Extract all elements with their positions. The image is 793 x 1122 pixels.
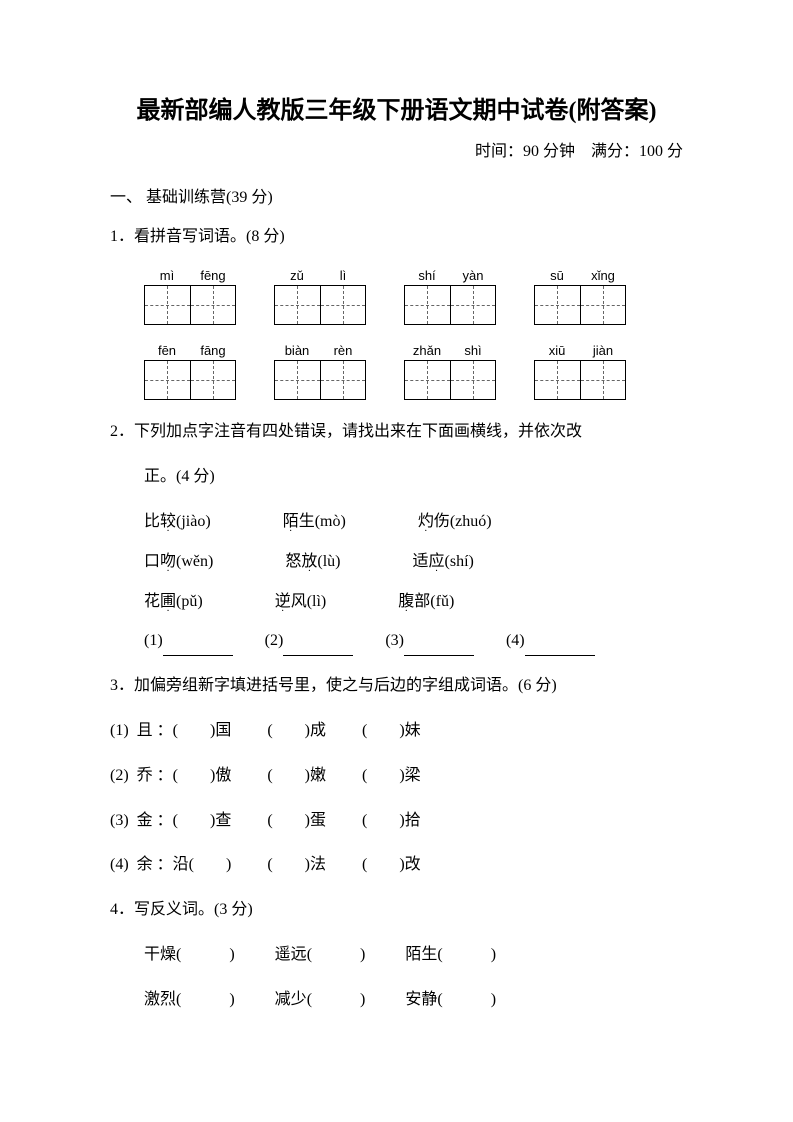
tianzi-pair [404,285,496,325]
q2-blank-3: (3) [385,632,474,649]
q4-row-1: 干燥( ) 遥远( ) 陌生( ) [110,941,683,970]
q2-word-group: 适应·(shí) [412,547,473,571]
q2-prompt-line2: 正。(4 分) [110,463,683,492]
q2-prompt-line1: 2．下列加点字注音有四处错误，请找出来在下面画横线，并依次改 [110,418,683,447]
q4-row-2: 激烈( ) 减少( ) 安静( ) [110,986,683,1015]
pinyin-labels: zǔ lì [274,268,366,283]
q3-row: (3) 金 ：( )查( )蛋( )拾 [110,807,683,836]
pinyin-block: zhǎn shì [404,343,496,400]
q1-row-1: mì fēng zǔ lì shí yàn sū xǐng [110,268,683,325]
q2-row: 比较·(jiào) 陌·生(mò) 灼·伤(zhuó) [110,507,683,531]
q4-prompt: 4．写反义词。(3 分) [110,896,683,925]
q2-word-group: 比较·(jiào) [144,507,211,531]
q3-row: (2) 乔 ：( )傲( )嫩( )梁 [110,762,683,791]
q2-word-group: 灼·伤(zhuó) [418,507,492,531]
q3-row: (4) 余 ：沿( )( )法( )改 [110,851,683,880]
q2-blank-4: (4) [506,632,595,649]
q3-row: (1) 且 ：( )国( )成( )妹 [110,717,683,746]
pinyin-block: fēn fāng [144,343,236,400]
pinyin-block: shí yàn [404,268,496,325]
pinyin-labels: zhǎn shì [404,343,496,358]
q1-row-2: fēn fāng biàn rèn zhǎn shì xiū jiàn [110,343,683,400]
pinyin-labels: mì fēng [144,268,236,283]
q2-blanks-row: (1) (2) (3) (4) [110,627,683,656]
tianzi-pair [274,285,366,325]
pinyin-labels: shí yàn [404,268,496,283]
q2-blank-1: (1) [144,632,233,649]
q2-blank-2: (2) [265,632,354,649]
tianzi-pair [534,360,626,400]
pinyin-block: biàn rèn [274,343,366,400]
q2-word-group: 腹·部(fǔ) [398,587,454,611]
time-score: 时间：90 分钟 满分：100 分 [110,137,683,161]
q2-word-group: 逆·风(lì) [275,587,327,611]
tianzi-pair [144,360,236,400]
pinyin-labels: sū xǐng [534,268,626,283]
tianzi-pair [274,360,366,400]
pinyin-labels: biàn rèn [274,343,366,358]
q2-word-group: 陌·生(mò) [283,507,346,531]
q2-word-group: 花圃·(pǔ) [144,587,203,611]
pinyin-block: mì fēng [144,268,236,325]
q2-word-group: 口吻·(wěn) [144,547,213,571]
q2-row: 口吻·(wěn) 怒放·(lù) 适应·(shí) [110,547,683,571]
section-1-heading: 一、 基础训练营(39 分) [110,183,683,207]
pinyin-block: zǔ lì [274,268,366,325]
tianzi-pair [404,360,496,400]
pinyin-labels: fēn fāng [144,343,236,358]
q2-word-group: 怒放·(lù) [285,547,340,571]
tianzi-pair [144,285,236,325]
pinyin-block: xiū jiàn [534,343,626,400]
tianzi-pair [534,285,626,325]
q3-prompt: 3．加偏旁组新字填进括号里，使之与后边的字组成词语。(6 分) [110,672,683,701]
q2-row: 花圃·(pǔ) 逆·风(lì) 腹·部(fǔ) [110,587,683,611]
page-title: 最新部编人教版三年级下册语文期中试卷(附答案) [110,90,683,125]
pinyin-labels: xiū jiàn [534,343,626,358]
q1-prompt: 1．看拼音写词语。(8 分) [110,223,683,252]
pinyin-block: sū xǐng [534,268,626,325]
